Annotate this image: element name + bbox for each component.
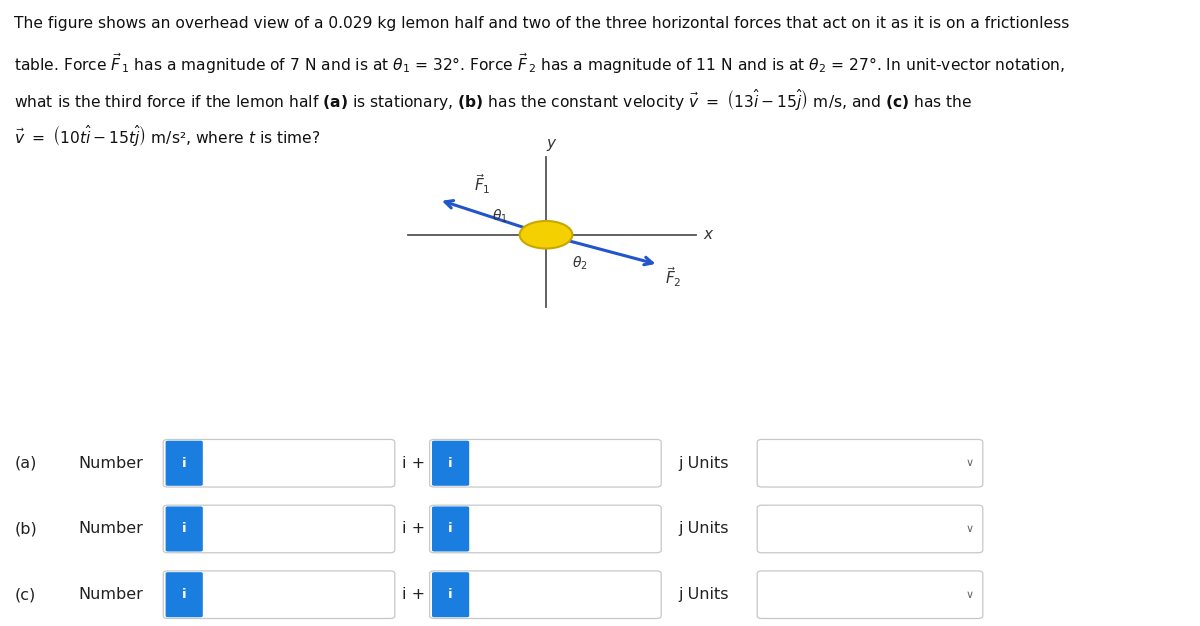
Text: $\vec{F}_2$: $\vec{F}_2$	[665, 265, 682, 289]
Text: Number: Number	[78, 587, 143, 602]
Text: i +: i +	[402, 587, 426, 602]
Text: i: i	[182, 523, 186, 535]
FancyBboxPatch shape	[163, 439, 395, 487]
FancyBboxPatch shape	[432, 506, 469, 552]
Text: i +: i +	[402, 521, 426, 536]
Circle shape	[520, 221, 572, 249]
Text: The figure shows an overhead view of a 0.029 kg lemon half and two of the three : The figure shows an overhead view of a 0…	[14, 16, 1069, 31]
Text: what is the third force if the lemon half $\mathbf{(a)}$ is stationary, $\mathbf: what is the third force if the lemon hal…	[14, 87, 973, 112]
Text: ∨: ∨	[966, 590, 973, 600]
Text: i: i	[449, 588, 452, 601]
Text: i: i	[182, 588, 186, 601]
Text: j Units: j Units	[678, 521, 728, 536]
Text: i: i	[449, 457, 452, 470]
FancyBboxPatch shape	[757, 571, 983, 618]
Text: $\vec{v}$ $=$ $\left(10t\hat{i} - 15t\hat{j}\right)$ m/s², where $t$ is time?: $\vec{v}$ $=$ $\left(10t\hat{i} - 15t\ha…	[14, 123, 320, 148]
FancyBboxPatch shape	[166, 441, 203, 486]
FancyBboxPatch shape	[757, 439, 983, 487]
Text: table. Force $\vec{F}_{\,1}$ has a magnitude of 7 N and is at $\theta_1$ = 32°. : table. Force $\vec{F}_{\,1}$ has a magni…	[14, 51, 1066, 76]
FancyBboxPatch shape	[166, 572, 203, 617]
Text: i: i	[449, 523, 452, 535]
Text: i: i	[182, 457, 186, 470]
FancyBboxPatch shape	[432, 441, 469, 486]
FancyBboxPatch shape	[430, 571, 661, 618]
Text: Number: Number	[78, 521, 143, 536]
Text: $\theta_2$: $\theta_2$	[572, 255, 588, 272]
Text: (b): (b)	[14, 521, 37, 536]
FancyBboxPatch shape	[432, 572, 469, 617]
FancyBboxPatch shape	[166, 506, 203, 552]
FancyBboxPatch shape	[757, 505, 983, 553]
Text: $\theta_1$: $\theta_1$	[492, 207, 508, 225]
Text: ∨: ∨	[966, 524, 973, 534]
FancyBboxPatch shape	[430, 439, 661, 487]
FancyBboxPatch shape	[163, 505, 395, 553]
Text: j Units: j Units	[678, 456, 728, 471]
Text: j Units: j Units	[678, 587, 728, 602]
FancyBboxPatch shape	[430, 505, 661, 553]
FancyBboxPatch shape	[163, 571, 395, 618]
Text: $x$: $x$	[703, 227, 715, 242]
Text: (c): (c)	[14, 587, 36, 602]
Text: $\vec{F}_1$: $\vec{F}_1$	[474, 173, 491, 197]
Text: $y$: $y$	[546, 136, 558, 153]
Text: Number: Number	[78, 456, 143, 471]
Text: i +: i +	[402, 456, 426, 471]
Text: (a): (a)	[14, 456, 37, 471]
Text: ∨: ∨	[966, 458, 973, 468]
